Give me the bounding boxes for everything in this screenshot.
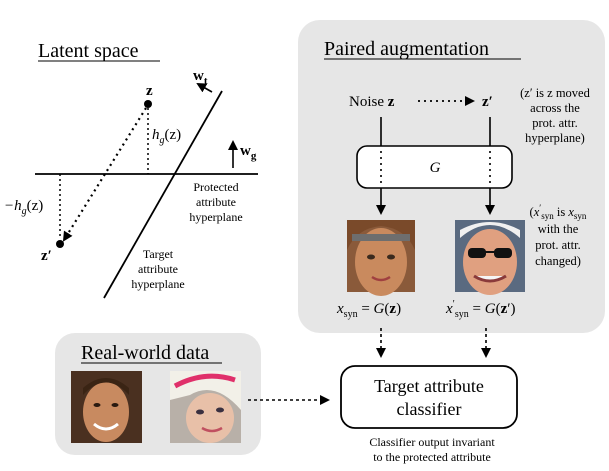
- z-point: [144, 100, 152, 108]
- classifier-label-line1: Target attribute: [374, 376, 484, 396]
- zprime-note: (z′ is z moved across the prot. attr. hy…: [520, 86, 590, 145]
- svg-text:Protected: Protected: [193, 180, 238, 194]
- wt-label: wt: [193, 68, 208, 87]
- real-face-man: [71, 371, 142, 443]
- xsynprime-note: (x′syn is xsyn with the prot. attr. chan…: [530, 203, 587, 268]
- zprime-label: z′: [41, 248, 52, 264]
- target-hyperplane-line: [103, 90, 223, 299]
- svg-text:prot. attr.: prot. attr.: [535, 238, 580, 252]
- real-face-woman: [170, 371, 241, 443]
- z-to-zprime-arrow: [62, 107, 147, 242]
- classifier-caption-line2: to the protected attribute: [373, 450, 491, 464]
- svg-text:prot. attr.: prot. attr.: [532, 116, 577, 130]
- synthetic-face-counterfactual: [455, 220, 525, 295]
- xsynprime-equation: x′syn = G(z′): [445, 299, 516, 320]
- svg-text:attribute: attribute: [196, 195, 236, 209]
- real-world-section: Real-world data: [55, 333, 261, 455]
- protected-hyperplane-label: Protected attribute hyperplane: [189, 180, 242, 224]
- synthetic-face-original: [347, 220, 415, 296]
- svg-text:hyperplane: hyperplane: [189, 210, 242, 224]
- svg-text:Target: Target: [143, 247, 174, 261]
- svg-text:across the: across the: [530, 101, 580, 115]
- zprime-point: [56, 240, 64, 248]
- wt-arrow: [196, 83, 213, 93]
- svg-text:attribute: attribute: [138, 262, 178, 276]
- paired-title: Paired augmentation: [324, 38, 489, 60]
- hg-label: hg(z): [152, 127, 181, 146]
- paired-zprime-label: z′: [482, 94, 493, 110]
- classifier-section: Target attribute classifier Classifier o…: [340, 365, 518, 464]
- latent-space-title: Latent space: [38, 40, 139, 62]
- z-label: z: [146, 83, 153, 99]
- svg-text:with the: with the: [538, 222, 579, 236]
- neg-hg-label: −hg(z): [4, 198, 43, 217]
- classifier-label-line2: classifier: [397, 399, 462, 419]
- real-world-title: Real-world data: [81, 342, 209, 364]
- target-hyperplane-label: Target attribute hyperplane: [131, 247, 184, 291]
- generator-box: [356, 145, 513, 189]
- paired-augmentation-section: Paired augmentation Noise z z′ (z′ is z …: [298, 20, 605, 333]
- classifier-caption-line1: Classifier output invariant: [369, 435, 495, 449]
- generator-label: G: [430, 160, 441, 176]
- svg-text:(z′ is z moved: (z′ is z moved: [520, 86, 590, 100]
- noise-label: Noise z: [349, 94, 395, 110]
- svg-text:changed): changed): [535, 254, 581, 268]
- svg-text:hyperplane): hyperplane): [525, 131, 585, 145]
- latent-space-section: Latent space wt wg z hg(z) z′ −hg(z) Pro…: [4, 40, 258, 299]
- wg-label: wg: [240, 143, 257, 162]
- xsyn-equation: xsyn = G(z): [336, 301, 401, 320]
- classifier-box: [340, 365, 518, 429]
- svg-text:hyperplane: hyperplane: [131, 277, 184, 291]
